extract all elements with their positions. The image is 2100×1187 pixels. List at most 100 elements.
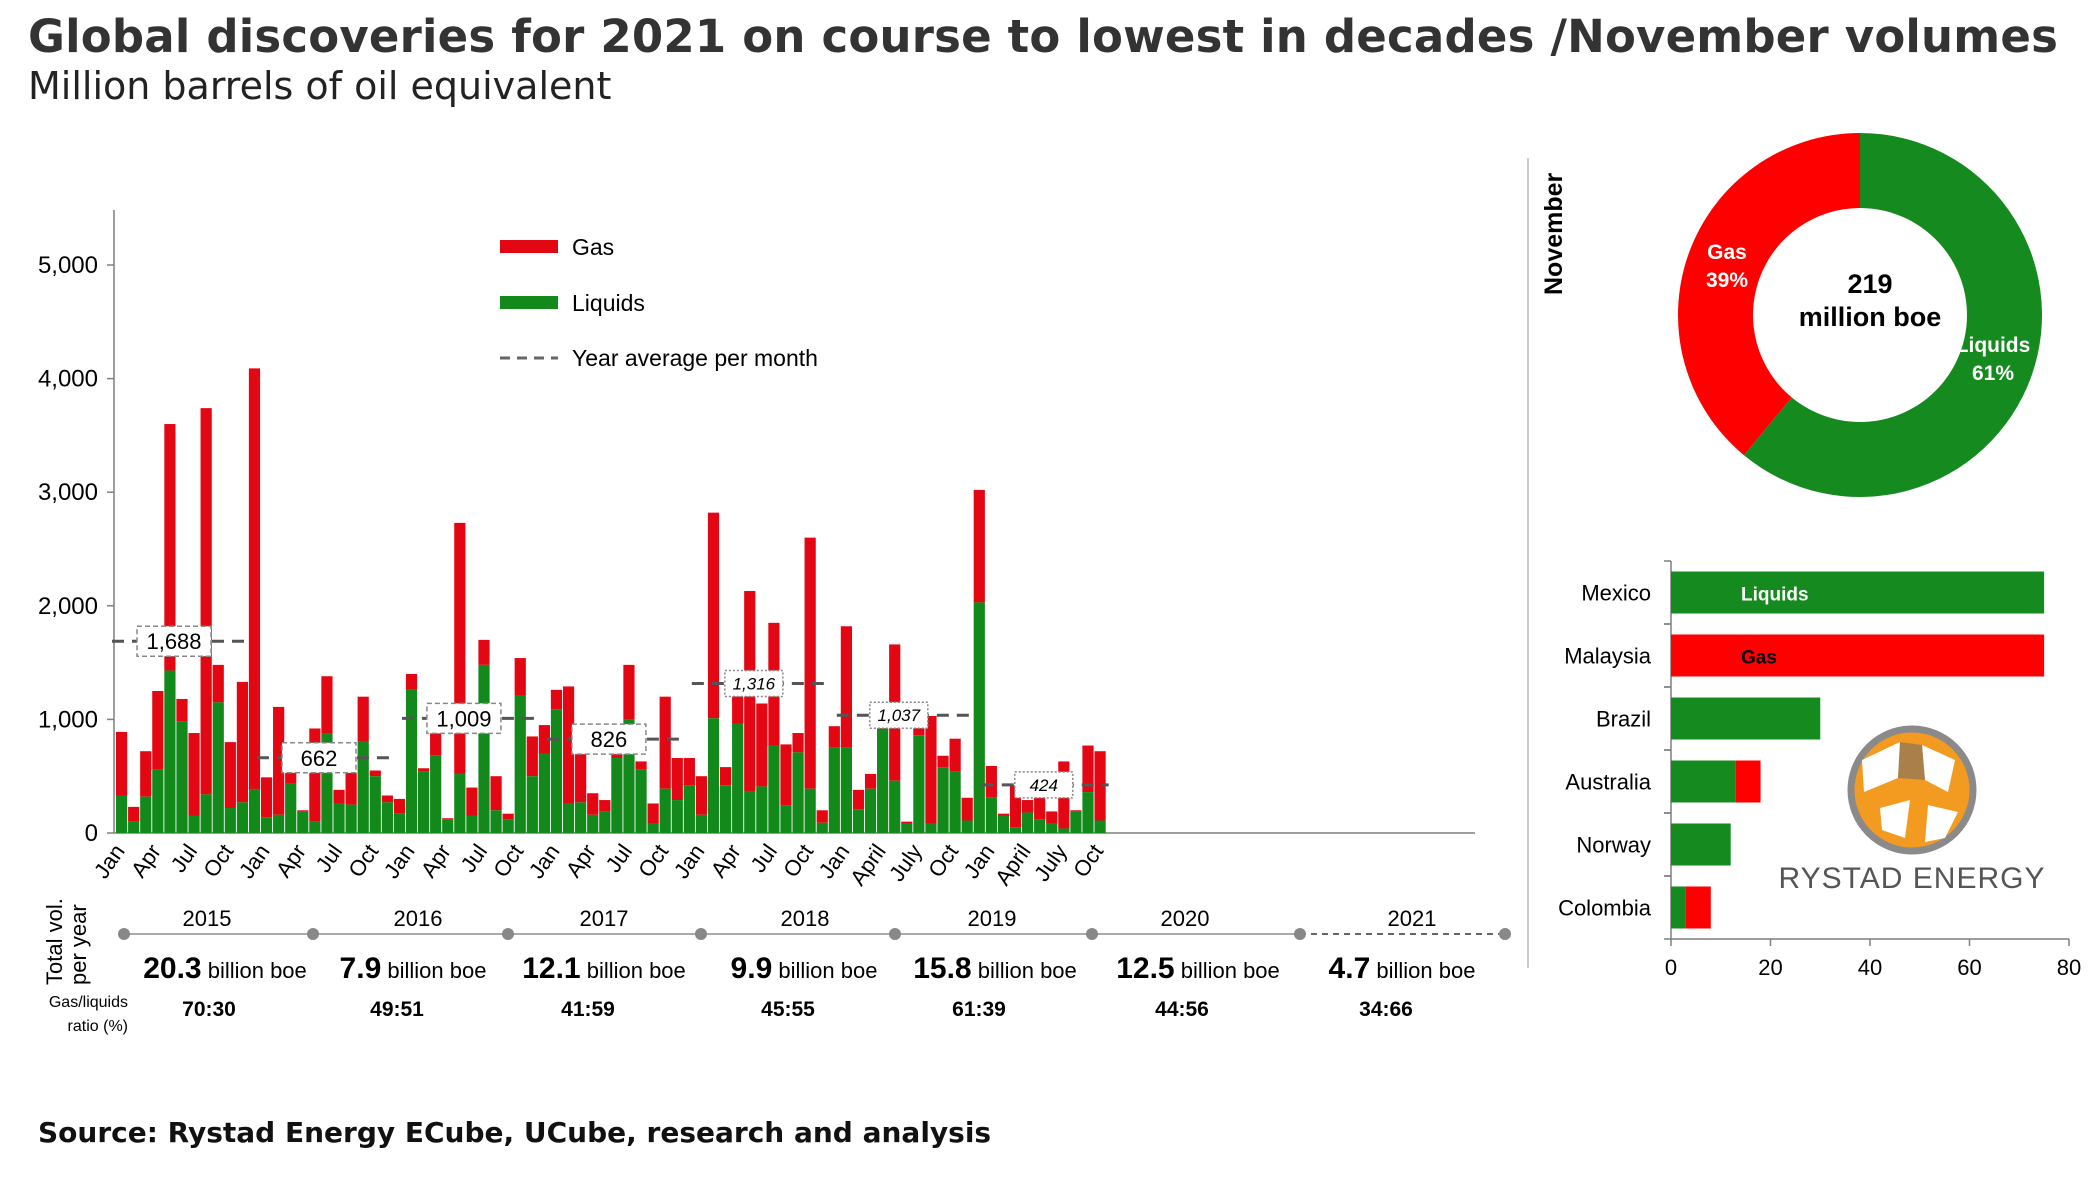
hbar-liquids-bar [1671, 760, 1736, 803]
bar-liquids [575, 802, 587, 833]
bar-liquids [562, 803, 575, 833]
bar-liquids [901, 823, 913, 833]
chart-subtitle: Million barrels of oil equivalent [28, 64, 612, 108]
bar-gas [562, 686, 575, 804]
bar-gas [864, 773, 877, 789]
y-tick-label: 2,000 [38, 593, 98, 620]
bar-liquids [345, 804, 357, 833]
bar-gas [116, 731, 128, 796]
bar-liquids [297, 811, 309, 833]
bar-liquids [973, 602, 985, 833]
bar-gas [816, 810, 828, 823]
bar-liquids [418, 771, 430, 833]
bar-gas [961, 797, 973, 821]
bar-gas [1009, 785, 1022, 828]
year-gas-liquids-ratio: 49:51 [370, 998, 424, 1021]
bar-liquids [1058, 828, 1070, 833]
bar-liquids [695, 814, 708, 833]
hbar-in-bar-label: Liquids [1741, 585, 1809, 606]
bar-liquids [985, 797, 997, 833]
bar-gas [973, 489, 985, 603]
bar-gas [526, 736, 538, 777]
bar-liquids [442, 819, 454, 833]
bar-gas [357, 696, 369, 741]
y-tick-label: 4,000 [38, 366, 98, 393]
legend-gas-label: Gas [572, 234, 614, 260]
bar-gas [997, 813, 1010, 816]
hbar-x-tick-label: 40 [1858, 955, 1882, 980]
bar-gas [720, 767, 732, 786]
bar-gas [1034, 787, 1046, 820]
bar-gas [840, 626, 852, 748]
bar-liquids [611, 758, 623, 833]
legend-gas-swatch [500, 240, 558, 253]
year-timeline-dot [1294, 928, 1306, 940]
bar-gas [200, 408, 212, 795]
hbar-category-label: Norway [1576, 833, 1651, 858]
year-timeline-dot [889, 928, 901, 940]
bar-liquids [961, 820, 973, 833]
y-tick-label: 0 [85, 820, 98, 847]
bar-gas [442, 818, 454, 820]
bar-liquids [393, 813, 406, 833]
year-total-volume: 12.1 billion boe [522, 952, 686, 985]
logo-globe-ring [1847, 725, 1977, 855]
bar-gas [188, 733, 200, 816]
bar-gas [502, 813, 514, 820]
bar-gas [140, 751, 152, 797]
bar-liquids [164, 670, 176, 833]
bar-gas [381, 795, 393, 803]
year-average-label-box [136, 625, 212, 657]
year-total-volume: 9.9 billion boe [731, 952, 878, 985]
bar-gas [985, 765, 997, 798]
bar-gas [538, 725, 550, 754]
bar-liquids [864, 788, 877, 833]
year-label: 2017 [580, 906, 629, 931]
bar-liquids [756, 786, 768, 833]
year-average-value: 1,316 [733, 675, 776, 694]
bar-liquids [671, 800, 683, 833]
year-timeline-dot [502, 928, 514, 940]
bar-liquids [526, 776, 538, 833]
donut-center-unit: million boe [1799, 302, 1942, 332]
legend-average-label: Year average per month [572, 345, 818, 371]
year-gas-liquids-ratio: 70:30 [182, 998, 236, 1021]
bar-liquids [768, 745, 780, 833]
bar-gas [333, 789, 345, 804]
bar-gas [1082, 745, 1094, 793]
bar-liquids [176, 721, 188, 833]
bar-liquids [550, 709, 563, 833]
bar-gas [430, 719, 442, 756]
bar-liquids [128, 821, 140, 833]
bar-gas [260, 777, 273, 818]
bar-liquids [309, 821, 321, 833]
bar-liquids [200, 794, 212, 833]
bar-liquids [152, 769, 164, 833]
bar-gas [599, 800, 611, 812]
bar-gas [345, 772, 357, 805]
donut-gas-label: Gas [1707, 241, 1747, 264]
country-bar-chart: 0 20 40 60 80 Mexico Liquids Malaysia Gas Brazil A… [1558, 560, 2081, 980]
bar-gas [273, 706, 285, 815]
year-average-label-box [1014, 771, 1074, 799]
year-total-volume: 15.8 billion boe [913, 952, 1077, 985]
bar-gas [732, 673, 744, 724]
bar-gas [683, 758, 695, 786]
hbar-liquids-bar [1671, 697, 1821, 740]
bar-gas [635, 761, 647, 770]
bar-gas [575, 727, 587, 803]
bar-liquids [840, 747, 852, 833]
hbar-category-label: Brazil [1596, 707, 1651, 732]
donut-liquids-label: Liquids [1956, 334, 2031, 357]
logo-globe-facet [1922, 745, 1955, 792]
source-note: Source: Rystad Energy ECube, UCube, rese… [38, 1116, 992, 1149]
bar-gas [405, 673, 418, 690]
bar-gas [804, 537, 816, 789]
year-average-label-box [426, 702, 502, 735]
y-tick-label: 1,000 [38, 706, 98, 733]
hbar-category-label: Australia [1565, 770, 1651, 795]
hbar-category-label: Malaysia [1564, 644, 1652, 669]
logo-globe-facet [1880, 800, 1910, 838]
bar-gas [780, 744, 792, 806]
bar-gas [756, 703, 768, 787]
